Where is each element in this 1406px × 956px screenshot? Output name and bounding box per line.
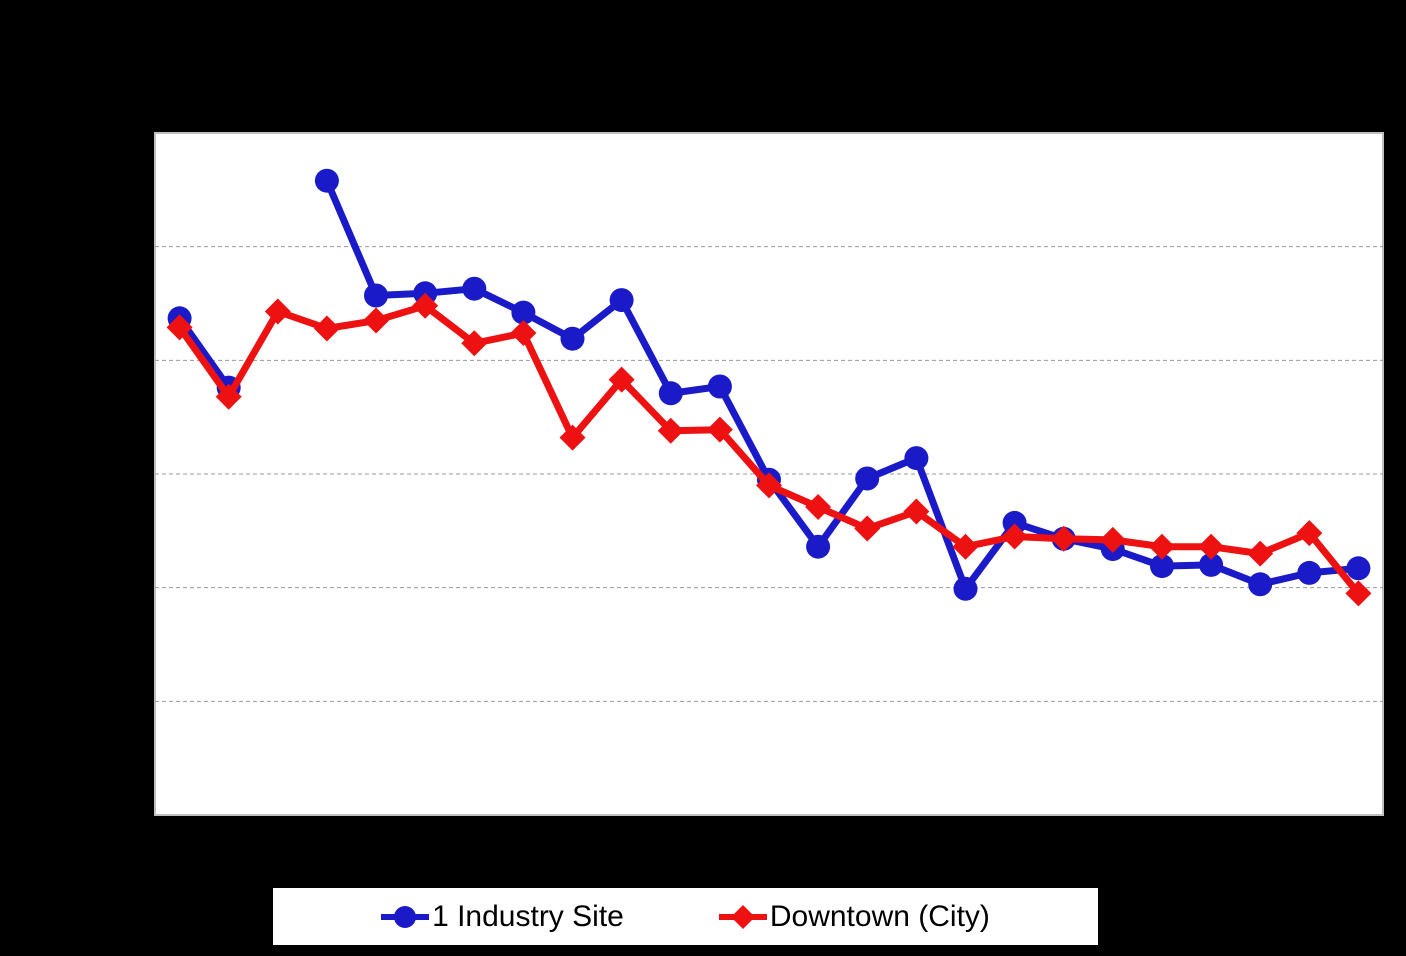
data-point-marker xyxy=(903,498,930,525)
legend: 1 Industry Site Downtown (City) xyxy=(273,888,1098,945)
data-point-marker xyxy=(264,298,291,325)
data-point-marker xyxy=(608,366,635,393)
legend-item-downtown-city: Downtown (City) xyxy=(718,899,990,933)
legend-diamond-marker xyxy=(730,904,755,929)
data-point-marker xyxy=(609,288,634,313)
data-point-marker xyxy=(1099,526,1126,553)
data-point-marker xyxy=(657,417,684,444)
data-point-marker xyxy=(1001,523,1028,550)
data-point-marker xyxy=(1002,510,1027,535)
data-point-marker xyxy=(1296,520,1323,547)
data-point-marker xyxy=(559,424,586,451)
data-point-marker xyxy=(215,383,242,410)
series-line-0 xyxy=(323,177,1362,593)
data-point-marker xyxy=(805,493,832,520)
data-point-marker xyxy=(904,446,929,471)
data-point-marker xyxy=(511,300,536,325)
data-point-marker xyxy=(658,381,683,406)
data-point-marker xyxy=(952,533,979,560)
legend-circle-marker xyxy=(394,905,417,928)
data-point-marker xyxy=(166,314,193,341)
data-point-marker xyxy=(707,374,732,399)
industry-site-marker-icon xyxy=(381,905,430,928)
data-point-marker xyxy=(510,320,537,347)
data-point-marker xyxy=(1346,556,1371,581)
data-point-marker xyxy=(364,283,388,308)
legend-label-industry-site: 1 Industry Site xyxy=(432,899,624,933)
data-point-marker xyxy=(1148,533,1175,560)
data-point-marker xyxy=(1050,525,1077,552)
data-point-marker xyxy=(1199,552,1224,577)
legend-label-downtown-city: Downtown (City) xyxy=(769,899,990,933)
data-point-marker xyxy=(1150,554,1174,579)
data-point-marker xyxy=(1297,560,1322,585)
data-point-marker xyxy=(461,330,488,357)
legend-item-industry-site: 1 Industry Site xyxy=(381,899,624,933)
data-point-marker xyxy=(855,466,880,491)
data-point-marker xyxy=(854,515,881,542)
data-point-marker xyxy=(756,472,782,499)
data-point-marker xyxy=(313,315,340,342)
data-point-marker xyxy=(706,416,733,443)
downtown-city-marker-icon xyxy=(718,904,767,929)
data-point-marker xyxy=(806,534,831,559)
data-point-marker xyxy=(560,326,585,351)
data-point-marker xyxy=(1248,572,1273,597)
data-point-marker xyxy=(412,292,439,319)
data-point-marker xyxy=(1247,540,1274,567)
data-point-marker xyxy=(1198,533,1225,560)
data-point-marker xyxy=(314,168,339,193)
data-point-marker xyxy=(363,307,390,334)
data-point-marker xyxy=(462,276,487,301)
data-point-marker xyxy=(1345,580,1372,607)
data-point-marker xyxy=(953,576,978,601)
